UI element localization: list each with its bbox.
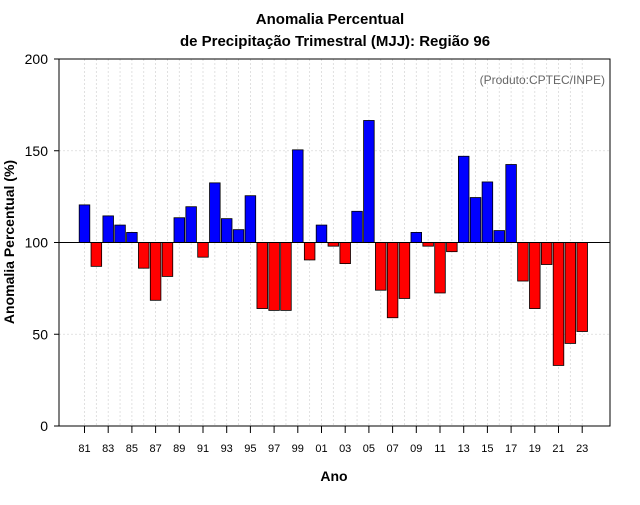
y-tick-label: 150 xyxy=(25,143,49,159)
bar-82 xyxy=(90,242,103,267)
bar-07 xyxy=(386,242,399,319)
x-tick-label: 91 xyxy=(197,443,209,455)
x-tick-label: 19 xyxy=(529,443,541,455)
bar-11 xyxy=(434,242,446,294)
chart-title-line2: de Precipitação Trimestral (MJJ): Região… xyxy=(180,33,490,50)
bar-01 xyxy=(315,224,328,243)
bar-02 xyxy=(327,242,340,247)
y-tick-label: 0 xyxy=(40,418,48,434)
bar-10 xyxy=(422,242,434,247)
x-tick-label: 03 xyxy=(339,443,351,455)
y-tick-label: 200 xyxy=(25,51,49,67)
bar-12 xyxy=(446,242,458,253)
x-tick-label: 85 xyxy=(126,443,138,455)
bars-layer xyxy=(78,120,588,366)
bar-09 xyxy=(410,232,423,243)
x-tick-label: 15 xyxy=(481,443,493,455)
bar-81 xyxy=(78,204,91,243)
bar-13 xyxy=(457,155,470,243)
bar-92 xyxy=(209,182,221,243)
bar-18 xyxy=(517,242,529,282)
bar-95 xyxy=(244,195,257,243)
source-note: (Produto:CPTEC/INPE) xyxy=(480,73,605,87)
bar-89 xyxy=(173,217,186,243)
x-tick-label: 13 xyxy=(458,443,470,455)
x-tick-label: 93 xyxy=(221,443,233,455)
y-axis: 0 50 100 150 200 xyxy=(25,51,59,434)
y-axis-label: Anomalia Percentual (%) xyxy=(1,160,17,324)
x-tick-label: 05 xyxy=(363,443,375,455)
bar-98 xyxy=(280,242,292,311)
bar-91 xyxy=(197,242,209,258)
x-tick-label: 81 xyxy=(78,443,90,455)
x-tick-label: 97 xyxy=(268,443,280,455)
bar-19 xyxy=(529,242,541,309)
bar-90 xyxy=(185,206,197,243)
bar-06 xyxy=(375,242,387,291)
x-axis-label: Ano xyxy=(320,468,347,484)
chart-title-line1: Anomalia Percentual xyxy=(256,11,404,28)
bar-21 xyxy=(552,242,565,366)
x-tick-label: 99 xyxy=(292,443,304,455)
bar-84 xyxy=(114,224,126,243)
bar-86 xyxy=(138,242,150,269)
x-tick-label: 83 xyxy=(102,443,114,455)
bar-94 xyxy=(232,229,245,243)
bar-97 xyxy=(268,242,280,311)
bar-04 xyxy=(351,210,363,243)
bar-85 xyxy=(126,232,138,243)
bar-03 xyxy=(339,242,351,265)
x-tick-label: 17 xyxy=(505,443,517,455)
bar-15 xyxy=(481,181,494,243)
bar-14 xyxy=(469,197,482,243)
x-tick-label: 07 xyxy=(386,443,398,455)
x-tick-label: 89 xyxy=(173,443,185,455)
bar-08 xyxy=(398,242,411,299)
bar-05 xyxy=(363,120,375,243)
x-tick-label: 23 xyxy=(576,443,588,455)
x-tick-label: 11 xyxy=(434,443,445,455)
x-tick-label: 87 xyxy=(149,443,161,455)
bar-00 xyxy=(303,242,316,261)
x-axis: 81 83 85 87 89 91 93 95 97 99 01 03 05 07 09 11 13 15 17 19… xyxy=(78,426,588,455)
bar-88 xyxy=(161,242,174,277)
bar-93 xyxy=(220,218,233,243)
x-tick-label: 21 xyxy=(552,443,564,455)
y-tick-label: 100 xyxy=(25,235,49,251)
y-tick-label: 50 xyxy=(32,326,48,342)
x-tick-label: 09 xyxy=(410,443,422,455)
bar-87 xyxy=(149,242,162,301)
bar-23 xyxy=(576,242,588,332)
bar-16 xyxy=(493,230,505,243)
bar-83 xyxy=(102,215,114,243)
x-tick-label: 95 xyxy=(244,443,256,455)
bar-96 xyxy=(256,242,268,309)
x-tick-label: 01 xyxy=(315,443,327,455)
bar-99 xyxy=(292,149,304,243)
bar-17 xyxy=(505,164,517,243)
bar-22 xyxy=(564,242,577,344)
grid-layer xyxy=(59,59,610,426)
bar-20 xyxy=(540,242,553,265)
